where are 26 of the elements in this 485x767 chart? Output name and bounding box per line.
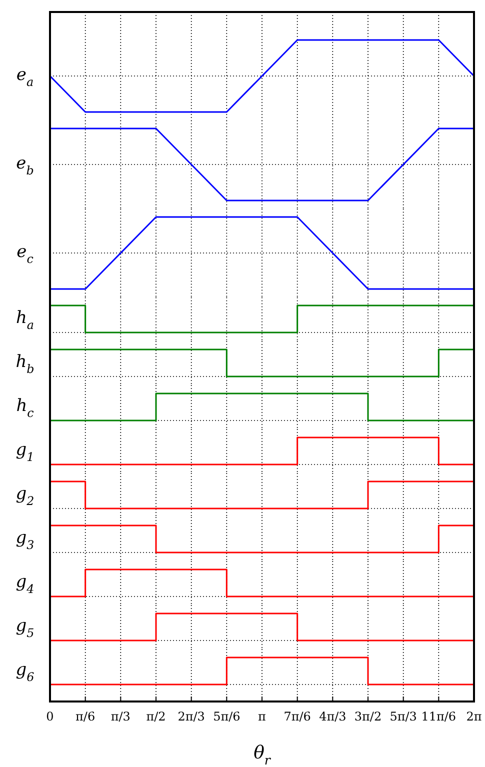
x-tick-label: 4π/3 [319,710,346,724]
y-axis-title: e$_{a}$ [16,65,34,90]
x-tick-label: π/2 [146,710,166,724]
x-tick-label: 2π/3 [178,710,205,724]
x-tick-label: π [258,710,266,724]
x-tick-label: 7π/6 [284,710,311,724]
x-tick-label: π/6 [76,710,96,724]
x-tick-label: 0 [46,710,54,724]
y-axis-title: e$_{b}$ [16,154,34,178]
x-tick-label: 11π/6 [421,710,456,724]
y-axis-title: g$_{6}$ [16,660,35,684]
y-axis-title: g$_{1}$ [16,440,34,464]
y-axis-title: h$_{a}$ [16,308,34,332]
y-axis-title: e$_{c}$ [16,242,34,266]
x-tick-label: 3π/2 [354,710,382,724]
y-axis-title: g$_{3}$ [16,528,34,552]
y-axis-title: h$_{b}$ [16,352,34,376]
y-axis-title: g$_{5}$ [16,616,34,640]
y-axis-title: g$_{2}$ [16,484,34,508]
x-axis-title: θ$_{r}$ [254,742,272,767]
x-tick-label: 5π/3 [390,710,417,724]
x-tick-label: 5π/6 [213,710,240,724]
y-axis-title: g$_{4}$ [16,572,34,596]
x-tick-label: 2π [466,710,482,724]
y-axis-title: h$_{c}$ [16,396,34,420]
x-tick-label: π/3 [110,710,130,724]
